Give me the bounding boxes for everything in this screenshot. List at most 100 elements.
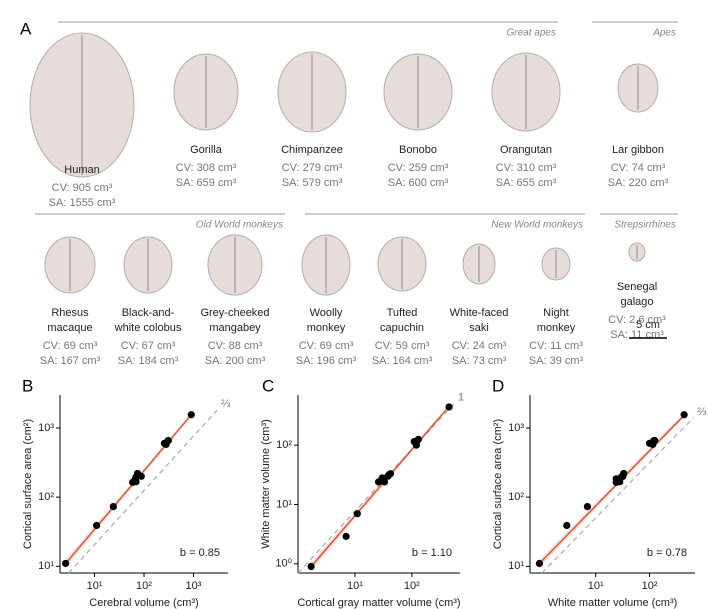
fit-line [539, 414, 686, 564]
panel-label: B [22, 376, 33, 395]
sa-label: SA: 220 cm³ [608, 177, 669, 189]
data-point [535, 559, 544, 568]
y-axis-label: White matter volume (cm³) [260, 419, 272, 549]
species-name: White-faced [450, 307, 509, 319]
panel-label: C [262, 376, 274, 395]
reference-label: ⅔ [697, 406, 706, 418]
data-point [414, 435, 422, 443]
sa-label: SA: 39 cm³ [529, 355, 584, 367]
y-tick-label: 10¹ [508, 560, 524, 572]
group-label: New World monkeys [491, 220, 583, 231]
y-tick-label: 10¹ [38, 560, 54, 572]
data-point [680, 411, 688, 419]
data-point [651, 436, 659, 445]
group-label: Old World monkeys [196, 220, 283, 231]
species-name: Lar gibbon [612, 144, 664, 156]
cv-label: CV: 308 cm³ [176, 162, 237, 174]
data-point [62, 559, 70, 568]
slope-annotation: b = 0.78 [647, 547, 687, 559]
data-point [137, 472, 145, 480]
data-point [307, 562, 315, 571]
fit-line [65, 414, 192, 564]
data-point [563, 521, 571, 530]
species-name: Gorilla [190, 144, 223, 156]
data-point [445, 403, 453, 411]
panel-label: D [492, 376, 504, 395]
x-axis-label: Cortical gray matter volume (cm³) [297, 597, 460, 609]
data-point [583, 502, 592, 511]
slope-annotation: b = 0.85 [180, 547, 220, 559]
cv-label: CV: 59 cm³ [375, 340, 430, 352]
x-axis-label: Cerebral volume (cm³) [89, 597, 198, 609]
reference-label: 1 [458, 392, 464, 404]
sa-label: SA: 164 cm³ [372, 355, 433, 367]
cv-label: CV: 69 cm³ [299, 340, 354, 352]
cv-label: CV: 279 cm³ [282, 162, 343, 174]
fit-band [311, 404, 450, 571]
group-label: Strepsirrhines [614, 220, 676, 231]
panel-label: A [20, 19, 32, 38]
species-name: monkey [537, 322, 576, 334]
species-name: Senegal [617, 281, 657, 293]
y-tick-label: 10³ [38, 422, 54, 434]
x-axis-label: White matter volume (cm³) [548, 597, 678, 609]
sa-label: SA: 196 cm³ [296, 355, 357, 367]
cv-label: CV: 11 cm³ [529, 340, 583, 352]
x-tick-label: 10² [404, 580, 420, 592]
x-tick-label: 10¹ [87, 580, 103, 592]
species-name: macaque [47, 322, 92, 334]
reference-label: ⅔ [221, 398, 230, 410]
cv-label: CV: 2.6 cm³ [608, 314, 666, 326]
sa-label: SA: 600 cm³ [388, 177, 449, 189]
data-point [353, 510, 361, 518]
sa-label: SA: 200 cm³ [205, 355, 266, 367]
sa-label: SA: 1555 cm³ [49, 197, 116, 209]
data-point [380, 478, 389, 486]
species-name: galago [620, 296, 653, 308]
y-tick-label: 10² [38, 491, 54, 503]
sa-label: SA: 167 cm³ [40, 355, 101, 367]
cv-label: CV: 88 cm³ [208, 340, 263, 352]
y-axis-label: Cortical surface area (cm²) [492, 419, 504, 549]
sa-label: SA: 659 cm³ [176, 177, 237, 189]
y-tick-label: 10³ [508, 422, 524, 434]
species-name: white colobus [114, 322, 182, 334]
species-name: Rhesus [51, 307, 89, 319]
y-axis-label: Cortical surface area (cm²) [22, 419, 34, 549]
species-name: capuchin [380, 322, 424, 334]
species-name: Woolly [310, 307, 343, 319]
species-name: Night [543, 307, 569, 319]
x-tick-label: 10³ [185, 580, 201, 592]
data-point [342, 532, 350, 540]
species-name: Human [64, 164, 99, 176]
reference-line [297, 403, 455, 574]
cv-label: CV: 310 cm³ [496, 162, 557, 174]
cv-label: CV: 74 cm³ [611, 162, 666, 174]
species-name: saki [469, 322, 489, 334]
cv-label: CV: 24 cm³ [452, 340, 507, 352]
reference-line [68, 409, 218, 574]
y-tick-label: 10¹ [276, 498, 292, 510]
x-tick-label: 10¹ [588, 580, 604, 592]
sa-label: SA: 184 cm³ [118, 355, 179, 367]
slope-annotation: b = 1.10 [412, 547, 452, 559]
species-name: Chimpanzee [281, 144, 343, 156]
sa-label: SA: 73 cm³ [452, 355, 507, 367]
group-label: Apes [652, 28, 676, 39]
x-tick-label: 10² [136, 580, 152, 592]
y-tick-label: 10² [276, 439, 292, 451]
scale-label: 5 cm [636, 319, 660, 331]
reference-line [541, 417, 694, 574]
data-point [93, 521, 101, 530]
data-point [187, 411, 195, 419]
species-name: Bonobo [399, 144, 437, 156]
cv-label: CV: 905 cm³ [52, 182, 113, 194]
cv-label: CV: 67 cm³ [121, 340, 176, 352]
sa-label: SA: 655 cm³ [496, 177, 557, 189]
species-name: mangabey [209, 322, 261, 334]
data-point [164, 436, 172, 445]
species-name: monkey [307, 322, 346, 334]
data-point [620, 469, 628, 478]
cv-label: CV: 259 cm³ [388, 162, 449, 174]
